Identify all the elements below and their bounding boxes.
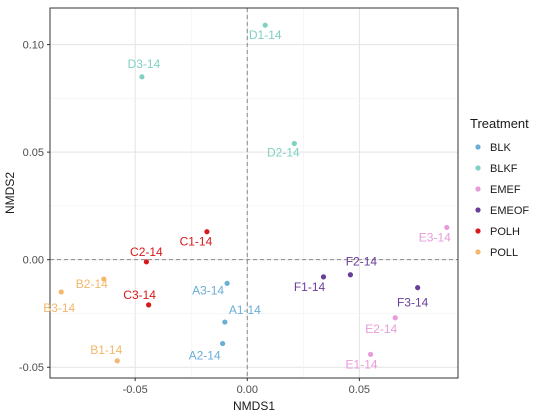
data-point — [58, 289, 64, 295]
point-label: C1-14 — [180, 235, 213, 249]
data-point — [444, 224, 450, 231]
plot-panel-border — [49, 7, 459, 379]
legend-key — [475, 186, 481, 192]
reference-lines — [50, 8, 458, 378]
point-label: E1-14 — [346, 357, 378, 371]
data-point — [262, 22, 268, 28]
data-point — [101, 276, 107, 282]
legend-key — [475, 144, 481, 150]
legend: Treatment BLK BLKF EMEF EMEOF POLH POLL — [470, 116, 529, 259]
point-label: B3-14 — [43, 301, 75, 315]
data-point — [291, 140, 297, 147]
legend-label: POLL — [490, 247, 518, 259]
point-label: D2-14 — [267, 146, 300, 160]
point-label: E3-14 — [419, 230, 451, 244]
x-tick-label: 0.00 — [237, 384, 258, 396]
point-label: A3-14 — [192, 283, 224, 297]
legend-key — [475, 207, 481, 213]
data-point — [367, 351, 374, 357]
point-label: C3-14 — [123, 288, 156, 302]
axes: -0.05 0.00 0.05 -0.05 0.00 0.05 0.10 — [19, 40, 370, 396]
y-tick-label: 0.00 — [23, 255, 44, 267]
point-label: A2-14 — [189, 349, 221, 363]
point-label: B2-14 — [76, 277, 108, 291]
y-tick-label: 0.10 — [23, 40, 44, 52]
point-label: D1-14 — [249, 28, 282, 42]
legend-label: BLKF — [490, 163, 518, 175]
data-point — [347, 272, 353, 278]
data-point — [224, 280, 230, 286]
point-labels: A1-14 A2-14 A3-14 D1-14 D2-14 D3-14 E1-14 E2-14… — [43, 28, 451, 371]
legend-key — [475, 228, 481, 234]
data-point — [204, 229, 210, 235]
point-label: B1-14 — [90, 343, 122, 357]
point-label: C2-14 — [130, 245, 163, 259]
point-label: F1-14 — [294, 280, 326, 294]
legend-title: Treatment — [470, 116, 529, 131]
legend-label: EMEF — [490, 184, 521, 196]
data-points — [58, 22, 450, 364]
point-label: E2-14 — [365, 322, 397, 336]
point-label: F3-14 — [397, 296, 429, 310]
point-label: F2-14 — [346, 255, 378, 269]
point-label: D3-14 — [128, 57, 161, 71]
data-point — [392, 315, 398, 321]
legend-key — [475, 249, 481, 255]
x-axis-title: NMDS1 — [233, 399, 275, 413]
data-point — [143, 259, 149, 265]
point-label: A1-14 — [229, 303, 261, 317]
x-tick-label: 0.05 — [349, 384, 370, 396]
legend-label: BLK — [490, 142, 511, 154]
y-tick-label: 0.05 — [23, 147, 44, 159]
data-point — [114, 358, 120, 364]
data-point — [320, 274, 327, 280]
legend-key — [475, 165, 481, 171]
legend-label: EMEOF — [490, 205, 529, 217]
data-point — [220, 340, 226, 347]
x-tick-label: -0.05 — [123, 384, 148, 396]
data-point — [146, 302, 152, 308]
y-axis-title: NMDS2 — [3, 172, 17, 214]
data-point — [222, 319, 228, 325]
legend-label: POLH — [490, 226, 520, 238]
y-tick-label: -0.05 — [19, 362, 44, 374]
data-point — [139, 74, 145, 80]
data-point — [415, 285, 421, 291]
